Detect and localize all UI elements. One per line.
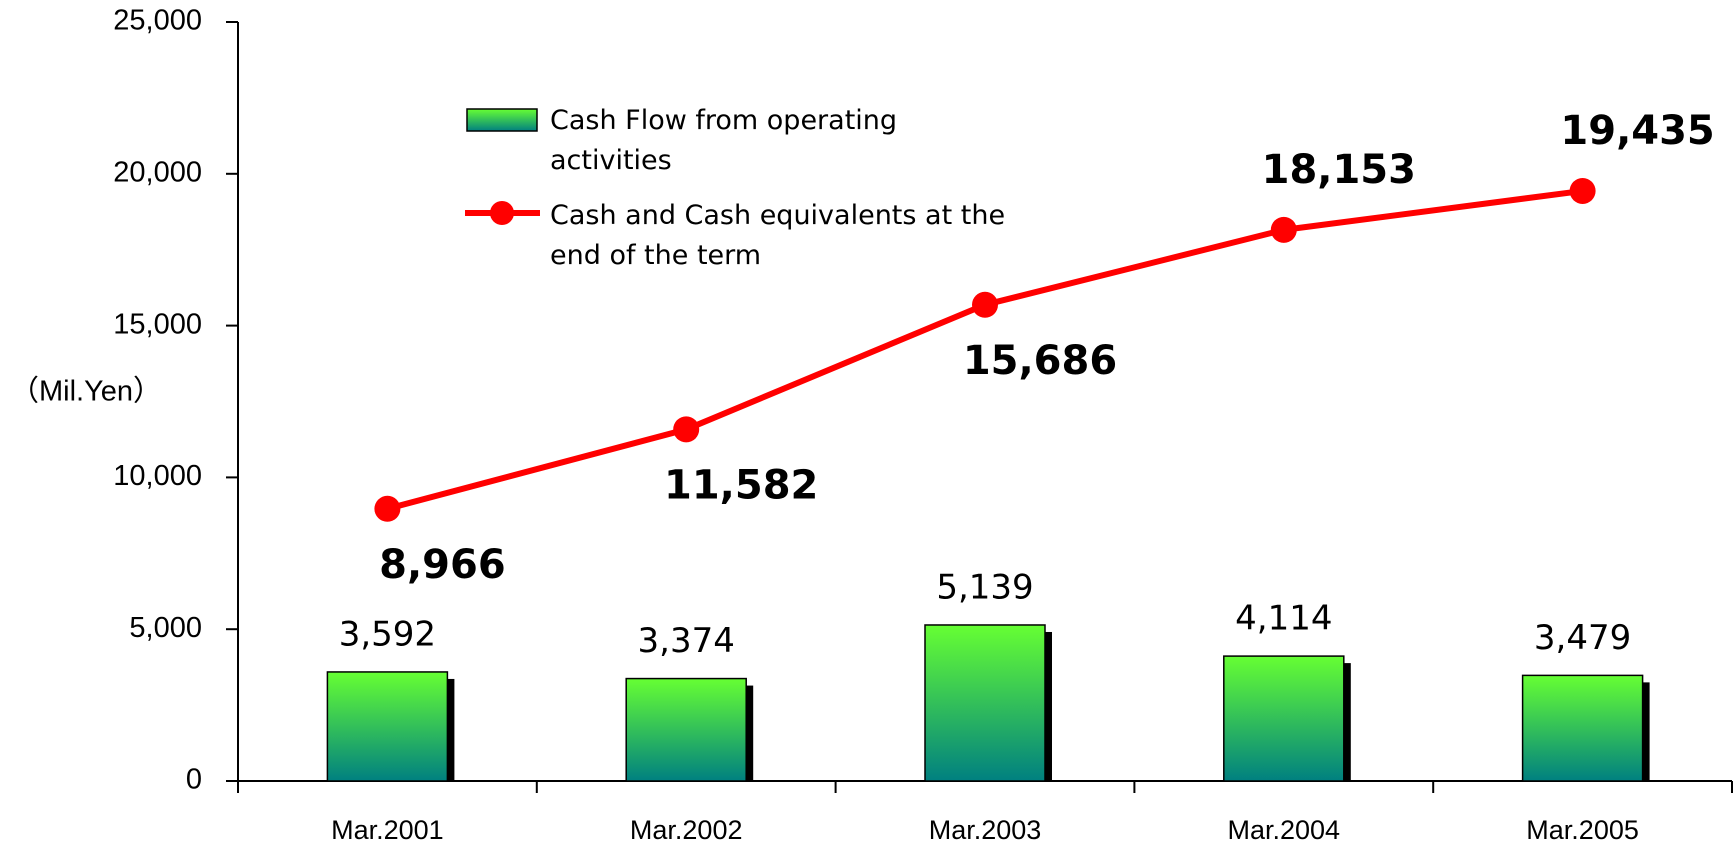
x-tick-label: Mar.2002 <box>630 815 743 845</box>
bar <box>1521 674 1644 782</box>
bar-value-label: 3,374 <box>638 621 735 661</box>
line-value-label: 8,966 <box>379 542 506 588</box>
bar <box>625 677 747 782</box>
x-tick-label: Mar.2001 <box>331 815 444 845</box>
line-value-label: 11,582 <box>664 462 818 508</box>
y-tick-label: 10,000 <box>113 460 202 492</box>
y-tick-label: 25,000 <box>113 5 202 37</box>
legend-swatch <box>466 108 538 132</box>
y-tick-label: 20,000 <box>113 156 202 188</box>
line-value-label: 19,435 <box>1560 108 1714 154</box>
legend-label: Cash and Cash equivalents at the end of … <box>550 200 1006 271</box>
line-marker <box>1569 177 1596 204</box>
bar-value-label: 4,114 <box>1235 599 1332 639</box>
y-axis-label: （Mil.Yen） <box>10 376 162 408</box>
legend-label: Cash Flow from operating activities <box>550 105 898 176</box>
bar-value-label: 5,139 <box>936 567 1033 607</box>
x-tick-label: Mar.2005 <box>1526 815 1639 845</box>
bar <box>924 624 1046 782</box>
line-marker <box>673 416 700 443</box>
bar-value-label: 3,479 <box>1534 618 1631 658</box>
bar-value-label: 3,592 <box>339 614 436 654</box>
line-marker <box>374 495 401 522</box>
line-marker <box>1270 216 1297 243</box>
legend-marker <box>490 201 514 225</box>
line-value-label: 15,686 <box>963 338 1117 384</box>
bar <box>1223 655 1345 782</box>
line-marker <box>972 291 998 318</box>
y-tick-label: 15,000 <box>113 308 202 340</box>
bar <box>326 671 449 782</box>
y-tick-label: 5,000 <box>129 612 202 644</box>
x-tick-label: Mar.2004 <box>1228 815 1341 845</box>
x-tick-label: Mar.2003 <box>929 815 1042 845</box>
line-value-label: 18,153 <box>1262 147 1416 193</box>
y-tick-label: 0 <box>186 764 202 796</box>
